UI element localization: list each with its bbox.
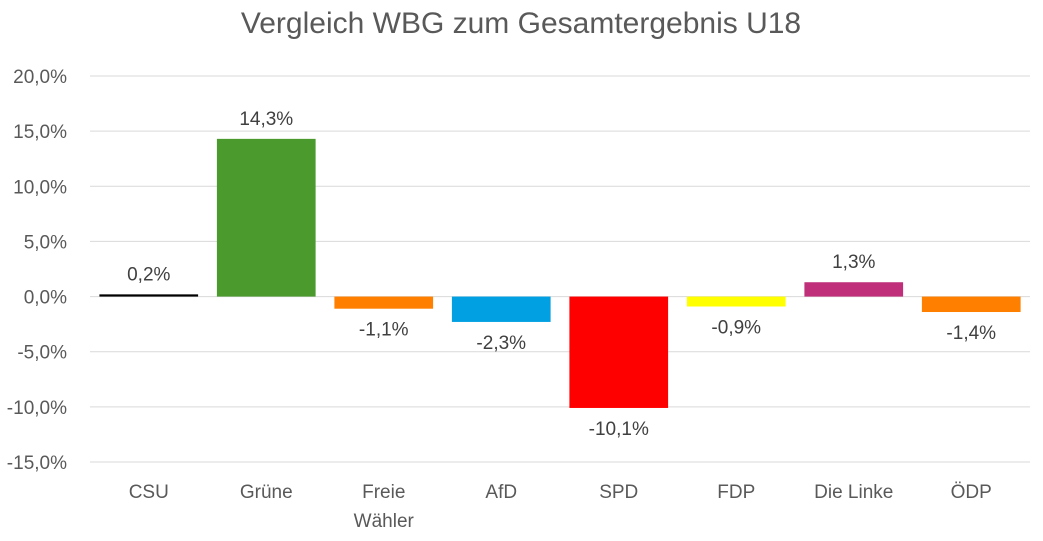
data-label: 0,2% bbox=[127, 264, 170, 285]
category-label-line: AfD bbox=[485, 482, 517, 503]
data-label: -0,9% bbox=[711, 317, 761, 338]
category-label-line: ÖDP bbox=[951, 482, 992, 503]
category-label: FDP bbox=[717, 482, 755, 503]
y-tick-label: -15,0% bbox=[7, 453, 67, 474]
category-label-line: Freie bbox=[362, 482, 405, 503]
y-tick-label: -5,0% bbox=[17, 343, 67, 364]
bar-ödp bbox=[921, 296, 1021, 313]
category-label: Grüne bbox=[240, 482, 293, 503]
data-label: -1,4% bbox=[946, 323, 996, 344]
bar-freie-wähler bbox=[334, 296, 434, 309]
y-tick-label: 0,0% bbox=[24, 288, 67, 309]
data-label: -10,1% bbox=[589, 419, 649, 440]
y-tick-label: -10,0% bbox=[7, 398, 67, 419]
category-label: CSU bbox=[129, 482, 169, 503]
y-axis-ticks: 20,0% 15,0% 10,0% 5,0% 0,0% -5,0% -10,0% -15,0% bbox=[7, 67, 67, 474]
category-label: SPD bbox=[599, 482, 638, 503]
data-label: 1,3% bbox=[832, 252, 875, 273]
category-label: Die Linke bbox=[814, 482, 893, 503]
bar-spd bbox=[569, 296, 669, 408]
bar-csu bbox=[99, 294, 199, 297]
bar-fdp bbox=[686, 296, 786, 307]
category-label-line: CSU bbox=[129, 482, 169, 503]
y-tick-label: 15,0% bbox=[13, 122, 67, 143]
category-label-line: SPD bbox=[599, 482, 638, 503]
category-label-line: FDP bbox=[717, 482, 755, 503]
bar-grüne bbox=[216, 138, 316, 297]
data-label: -1,1% bbox=[359, 320, 409, 341]
y-tick-label: 10,0% bbox=[13, 177, 67, 198]
y-tick-label: 20,0% bbox=[13, 67, 67, 88]
bar-afd bbox=[451, 296, 551, 322]
category-label-line: Wähler bbox=[354, 511, 415, 532]
data-labels: 0,2% 14,3% -1,1% -2,3% -10,1% -0,9% 1,3% -1,4% bbox=[127, 109, 996, 440]
category-label-line: Die Linke bbox=[814, 482, 893, 503]
x-axis-categories: CSU Grüne Freie Wähler AfD SPD FDP Die Linke ÖDP bbox=[129, 482, 992, 532]
category-label: Freie Wähler bbox=[354, 482, 415, 532]
category-label: AfD bbox=[485, 482, 517, 503]
data-label: 14,3% bbox=[239, 109, 293, 130]
bars bbox=[99, 138, 1021, 408]
category-label-line: Grüne bbox=[240, 482, 293, 503]
category-label: ÖDP bbox=[951, 482, 992, 503]
chart-title: Vergleich WBG zum Gesamtergebnis U18 bbox=[241, 7, 801, 40]
y-tick-label: 5,0% bbox=[24, 232, 67, 253]
bar-die-linke bbox=[804, 282, 904, 297]
data-label: -2,3% bbox=[476, 333, 526, 354]
